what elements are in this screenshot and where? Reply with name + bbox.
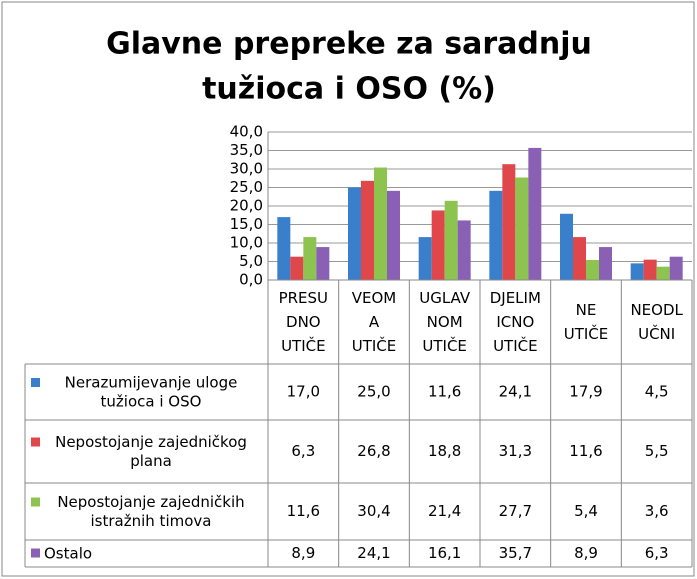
y-tick-label: 35,0	[230, 141, 263, 159]
table-value: 6,3	[291, 442, 315, 460]
bar	[431, 210, 445, 280]
table-value: 24,1	[499, 383, 532, 401]
bar	[515, 177, 529, 280]
bar	[457, 220, 471, 280]
y-tick-label: 20,0	[230, 197, 263, 215]
table-value: 31,3	[499, 442, 532, 460]
x-tick-label: VEOM A UTIČE	[352, 289, 397, 355]
table-value: 26,8	[357, 442, 390, 460]
bar	[630, 263, 644, 280]
table-value: 5,5	[645, 442, 669, 460]
bar	[303, 237, 317, 280]
bar	[348, 187, 361, 280]
y-tick-label: 30,0	[230, 160, 263, 178]
y-tick-label: 25,0	[230, 178, 263, 196]
bar	[374, 167, 387, 280]
legend-key	[31, 378, 40, 387]
legend-label: Ostalo	[44, 544, 92, 562]
table-value: 4,5	[645, 383, 669, 401]
table-value: 11,6	[428, 383, 461, 401]
table-value: 35,7	[499, 544, 532, 562]
legend-label: Nepostojanje zajedničkih istražnih timova	[57, 493, 244, 530]
bar	[599, 247, 612, 280]
legend-key	[31, 548, 40, 558]
bar	[444, 200, 458, 280]
bar	[361, 180, 374, 280]
y-tick-label: 40,0	[230, 123, 263, 141]
bar	[290, 256, 304, 280]
table-value: 16,1	[428, 544, 461, 562]
bar	[560, 213, 573, 280]
bar	[418, 237, 432, 280]
y-tick-label: 15,0	[230, 215, 263, 233]
table-value: 8,9	[291, 544, 315, 562]
x-tick-label: UGLAV NOM UTIČE	[419, 289, 471, 355]
y-tick-label: 5,0	[239, 252, 263, 270]
x-tick-label: NE UTIČE	[564, 301, 609, 343]
x-tick-label: NEODL UČNI	[630, 301, 683, 343]
legend-key	[31, 497, 40, 507]
table-value: 11,6	[287, 502, 320, 520]
table-value: 21,4	[428, 502, 461, 520]
bar	[277, 217, 291, 280]
chart-title: Glavne prepreke za saradnju tužioca i OSO…	[106, 26, 592, 106]
table-value: 3,6	[645, 502, 669, 520]
table-value: 11,6	[569, 442, 602, 460]
table-value: 6,3	[645, 544, 669, 562]
legend-label: Nepostojanje zajedničkog plana	[55, 433, 247, 470]
y-tick-label: 10,0	[230, 234, 263, 252]
table-value: 18,8	[428, 442, 461, 460]
table-value: 27,7	[499, 502, 532, 520]
y-tick-label: 0,0	[239, 271, 263, 289]
bar	[502, 164, 516, 280]
table-value: 5,4	[574, 502, 598, 520]
table-value: 24,1	[357, 544, 390, 562]
x-tick-label: DJELIM ICNO UTIČE	[490, 289, 541, 355]
bar	[643, 259, 657, 280]
x-tick-label: PRESU DNO UTIČE	[279, 289, 328, 355]
table-value: 17,9	[569, 383, 602, 401]
table-value: 25,0	[357, 383, 390, 401]
bar	[656, 266, 670, 280]
legend-label: Nerazumijevanje uloge tužioca i OSO	[65, 373, 238, 410]
legend-key	[31, 437, 40, 447]
bar	[573, 237, 586, 280]
table-value: 8,9	[574, 544, 598, 562]
table-value: 17,0	[287, 383, 320, 401]
bar	[528, 147, 542, 280]
bar	[316, 247, 330, 280]
table-value: 30,4	[357, 502, 390, 520]
bar	[387, 190, 400, 280]
bar	[586, 260, 599, 280]
bar	[489, 190, 503, 280]
bar	[669, 256, 683, 280]
